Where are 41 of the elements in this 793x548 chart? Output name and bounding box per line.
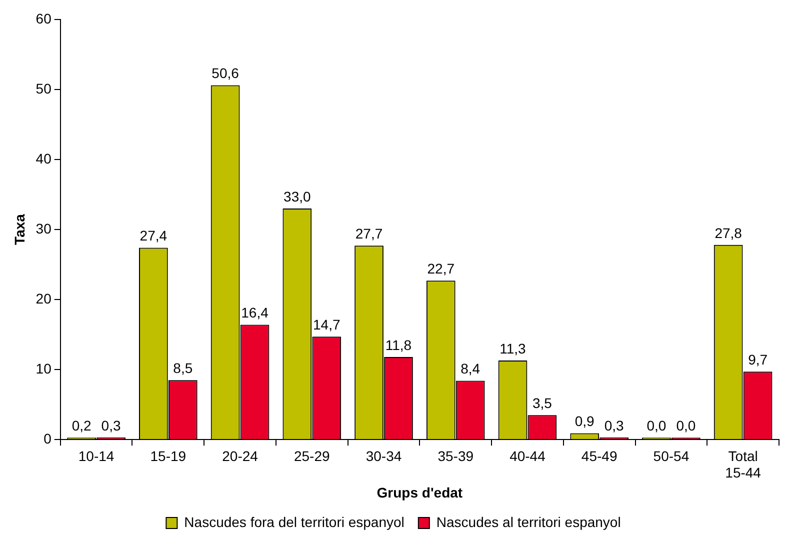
data-label: 0,3 bbox=[604, 417, 624, 434]
data-label: 0,3 bbox=[101, 417, 121, 434]
data-label: 0,0 bbox=[646, 417, 666, 434]
x-tick-label: 30-34 bbox=[366, 448, 402, 464]
data-label: 33,0 bbox=[284, 188, 311, 204]
data-label: 0,2 bbox=[72, 417, 92, 434]
y-tick-label: 30 bbox=[36, 220, 52, 236]
legend-label: Nascudes al territori espanyol bbox=[436, 514, 621, 530]
x-tick-label: Total 15-44 bbox=[725, 448, 762, 481]
data-label: 11,3 bbox=[500, 340, 526, 356]
y-tick-label: 60 bbox=[36, 10, 52, 26]
legend-label: Nascudes fora del territori espanyol bbox=[184, 514, 404, 530]
data-label: 3,5 bbox=[532, 394, 552, 411]
y-tick-label: 0 bbox=[44, 430, 52, 446]
x-axis-title: Grups d'edat bbox=[376, 484, 463, 500]
data-label: 8,5 bbox=[173, 360, 193, 376]
data-label: 9,7 bbox=[748, 352, 768, 368]
data-label: 0,0 bbox=[676, 417, 696, 434]
x-tick-label: 25-29 bbox=[294, 448, 330, 464]
data-label: 22,7 bbox=[427, 260, 455, 276]
x-tick-label: 35-39 bbox=[438, 448, 474, 464]
x-tick-label: 40-44 bbox=[510, 448, 546, 464]
data-label: 0,9 bbox=[574, 413, 595, 430]
data-label: 27,7 bbox=[355, 225, 383, 242]
x-tick-label: 45-49 bbox=[581, 448, 618, 464]
data-label: 8,4 bbox=[460, 360, 480, 377]
x-tick-label: 10-14 bbox=[78, 448, 114, 464]
y-tick-label: 40 bbox=[36, 150, 52, 166]
x-tick-label: 15-19 bbox=[150, 448, 186, 464]
y-axis-title: Taxa bbox=[11, 214, 28, 245]
x-tick-label: 20-24 bbox=[222, 448, 258, 464]
data-label: 11,8 bbox=[385, 336, 412, 353]
data-label: 27,8 bbox=[714, 224, 742, 241]
data-label: 14,7 bbox=[313, 316, 340, 333]
data-label: 50,6 bbox=[212, 65, 240, 82]
data-label: 16,4 bbox=[241, 304, 269, 321]
data-label: 27,4 bbox=[140, 228, 168, 244]
y-tick-label: 10 bbox=[36, 360, 52, 376]
x-tick-label: 50-54 bbox=[653, 448, 690, 464]
y-tick-label: 20 bbox=[36, 290, 52, 306]
y-tick-label: 50 bbox=[36, 80, 52, 96]
